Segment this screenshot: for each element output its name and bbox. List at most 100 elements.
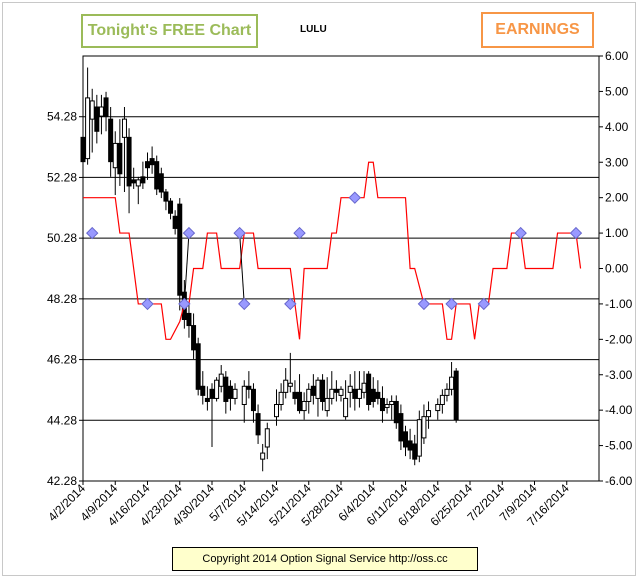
candle-body: [444, 388, 450, 396]
candle-body: [324, 397, 330, 412]
candle-body: [250, 388, 256, 412]
right-tick-label: -3.00: [605, 368, 633, 382]
candle: [453, 368, 459, 423]
candle-body: [338, 388, 344, 396]
candle: [366, 371, 372, 411]
candle: [324, 377, 330, 417]
signal-marker: [477, 297, 491, 311]
candle: [260, 443, 266, 472]
candle-body: [223, 376, 229, 402]
candle: [352, 371, 358, 411]
candle: [384, 398, 390, 414]
candle: [191, 313, 197, 359]
signal-markers: [86, 191, 583, 311]
candle: [89, 88, 95, 153]
candle: [168, 198, 174, 220]
candle: [403, 425, 408, 457]
candle-body: [117, 142, 123, 175]
candle: [149, 146, 155, 174]
candle: [412, 434, 418, 466]
signal-marker: [86, 226, 99, 240]
candle-body: [347, 385, 353, 393]
right-tick-label: -4.00: [605, 403, 633, 417]
candle: [223, 371, 229, 414]
left-tick-label: 46.28: [47, 353, 77, 367]
left-tick-label: 44.28: [47, 413, 77, 427]
candle-body: [214, 379, 220, 399]
candle-body: [426, 410, 432, 418]
candle-body: [361, 382, 367, 393]
signal-marker: [348, 191, 362, 204]
signal-marker: [445, 297, 458, 311]
candle: [121, 107, 127, 192]
signal-marker: [238, 297, 251, 311]
candle: [310, 374, 316, 405]
candle-body: [94, 106, 100, 132]
candle-body: [145, 161, 150, 169]
left-tick-label: 48.28: [47, 292, 77, 306]
signal-marker: [569, 226, 583, 240]
candle-body: [80, 136, 86, 163]
right-tick-label: 4.00: [605, 120, 629, 134]
candle-body: [301, 400, 307, 412]
candle-body: [135, 179, 141, 187]
candle-body: [154, 161, 160, 190]
candle-body: [393, 400, 399, 424]
candle-body: [227, 385, 233, 399]
right-tick-label: 0.00: [605, 262, 629, 276]
candle: [356, 371, 362, 408]
signal-marker: [182, 226, 196, 240]
candle: [204, 386, 210, 411]
candle: [200, 371, 206, 405]
candle: [347, 374, 353, 408]
candle-body: [453, 370, 459, 421]
candle: [214, 377, 220, 402]
candle: [407, 428, 413, 460]
candle-body: [384, 404, 390, 409]
candle: [287, 352, 293, 393]
candle: [172, 210, 178, 235]
candle: [112, 131, 118, 196]
free-chart-badge: Tonight's FREE Chart: [81, 14, 258, 48]
candle: [283, 368, 289, 399]
candle: [177, 198, 183, 311]
candle-body: [149, 158, 155, 166]
signal-marker: [284, 297, 297, 311]
candle: [449, 362, 455, 396]
signal-marker: [141, 297, 154, 311]
right-tick-label: -1.00: [605, 297, 633, 311]
candle: [126, 128, 132, 214]
left-tick-label: 42.28: [47, 474, 77, 488]
candle: [117, 119, 123, 186]
candle-body: [209, 388, 215, 399]
right-tick-label: -6.00: [605, 474, 633, 488]
candle-body: [297, 391, 303, 412]
candle: [393, 395, 399, 429]
right-axis-ticks: -6.00 -5.00 -4.00 -3.00 -2.00 -1.00 0.00 1.00 2.…: [599, 49, 633, 488]
candle: [435, 398, 441, 420]
candle-body: [158, 173, 164, 193]
candle-body: [407, 440, 413, 451]
gridlines: [82, 55, 600, 482]
candle-body: [287, 382, 293, 387]
candle-body: [421, 416, 427, 439]
signal-marker: [178, 297, 191, 311]
candle-body: [333, 388, 339, 393]
signal-marker: [514, 226, 527, 240]
right-tick-label: -5.00: [605, 439, 633, 453]
right-tick-label: 6.00: [605, 49, 629, 63]
candle: [135, 176, 141, 205]
candle: [398, 404, 404, 451]
candle-body: [98, 106, 104, 117]
candle-body: [177, 203, 183, 296]
candle: [145, 152, 150, 180]
right-tick-label: 1.00: [605, 226, 629, 240]
candle-body: [274, 404, 279, 418]
candle: [108, 107, 114, 177]
candle-body: [218, 373, 224, 387]
right-tick-label: 2.00: [605, 191, 629, 205]
candle: [227, 380, 233, 411]
candle-body: [186, 312, 192, 327]
candle: [439, 389, 445, 414]
copyright-footer: Copyright 2014 Option Signal Service htt…: [172, 547, 478, 571]
